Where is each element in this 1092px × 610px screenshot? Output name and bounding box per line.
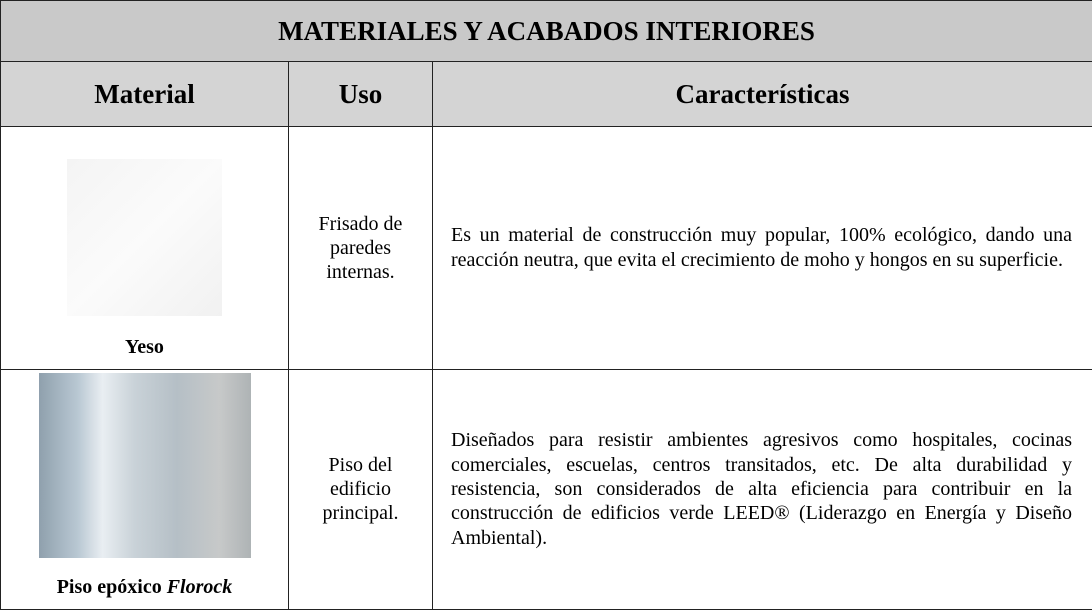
material-name: Piso epóxico Florock <box>1 576 288 609</box>
row: Yeso Frisado de paredes internas. Es un … <box>0 126 1092 370</box>
header-cell: Características <box>431 61 1092 128</box>
row: Piso epóxico Florock Piso del edificio p… <box>0 368 1092 610</box>
use-cell: Piso del edificio principal. <box>288 368 433 610</box>
table-title: MATERIALES Y ACABADOS INTERIORES <box>0 0 1092 63</box>
material-name: Yeso <box>125 335 164 358</box>
use-cell: Frisado de paredes internas. <box>288 126 433 370</box>
material-image <box>38 373 251 558</box>
material-image <box>67 158 222 316</box>
material-cell: Piso epóxico Florock <box>0 368 289 610</box>
material-name-part: Piso epóxico <box>56 576 162 598</box>
characteristics-cell: Diseñados para resistir ambientes agresi… <box>431 368 1092 610</box>
header-cell: Material <box>0 61 289 128</box>
title-row: MATERIALES Y ACABADOS INTERIORES <box>0 0 1092 63</box>
characteristics-cell: Es un material de construcción muy popul… <box>431 126 1092 370</box>
material-cell: Yeso <box>0 126 289 370</box>
header-cell: Uso <box>288 61 433 128</box>
material-brand: Florock <box>166 576 233 598</box>
header-row: Material Uso Características <box>0 61 1092 128</box>
